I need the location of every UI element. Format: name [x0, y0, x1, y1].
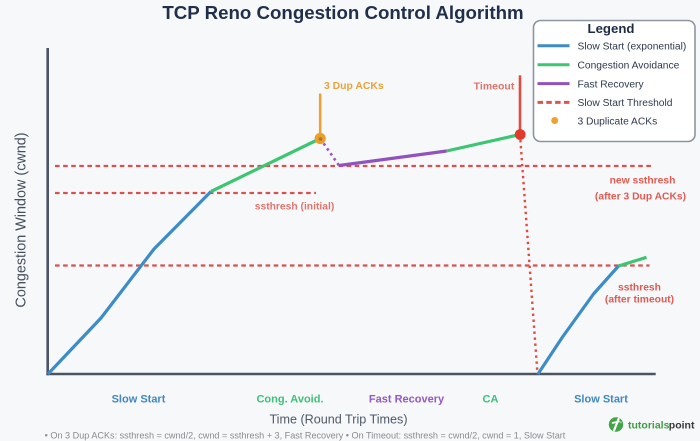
- svg-text:Slow Start: Slow Start: [574, 394, 628, 406]
- svg-text:Time (Round Trip Times): Time (Round Trip Times): [269, 413, 407, 427]
- svg-text:Congestion Window (cwnd): Congestion Window (cwnd): [14, 132, 30, 307]
- svg-text:Fast Recovery: Fast Recovery: [578, 79, 645, 90]
- svg-text:ssthresh (initial): ssthresh (initial): [255, 202, 335, 213]
- svg-text:point: point: [669, 419, 695, 431]
- svg-text:3 Dup ACKs: 3 Dup ACKs: [324, 81, 384, 92]
- svg-text:Slow Start (exponential): Slow Start (exponential): [578, 42, 687, 53]
- svg-text:new ssthresh: new ssthresh: [610, 176, 676, 187]
- svg-text:CA: CA: [483, 394, 499, 406]
- svg-text:Legend: Legend: [588, 21, 635, 36]
- svg-text:Timeout: Timeout: [474, 81, 515, 93]
- svg-text:(after 3 Dup ACKs): (after 3 Dup ACKs): [595, 191, 686, 202]
- svg-text:Fast Recovery: Fast Recovery: [369, 394, 445, 406]
- svg-text:TCP Reno Congestion Control Al: TCP Reno Congestion Control Algorithm: [162, 2, 523, 23]
- svg-text:Slow Start Threshold: Slow Start Threshold: [578, 98, 673, 109]
- svg-text:3 Duplicate ACKs: 3 Duplicate ACKs: [578, 116, 658, 127]
- svg-text:tutorials: tutorials: [628, 419, 670, 431]
- svg-text:Cong. Avoid.: Cong. Avoid.: [256, 394, 323, 406]
- svg-text:Congestion Avoidance: Congestion Avoidance: [578, 61, 680, 72]
- svg-text:ssthresh: ssthresh: [618, 283, 661, 294]
- svg-text:Slow Start: Slow Start: [112, 394, 166, 406]
- svg-text:(after timeout): (after timeout): [605, 294, 674, 305]
- svg-text:• On 3 Dup ACKs: ssthresh = cw: • On 3 Dup ACKs: ssthresh = cwnd/2, cwnd…: [45, 430, 566, 440]
